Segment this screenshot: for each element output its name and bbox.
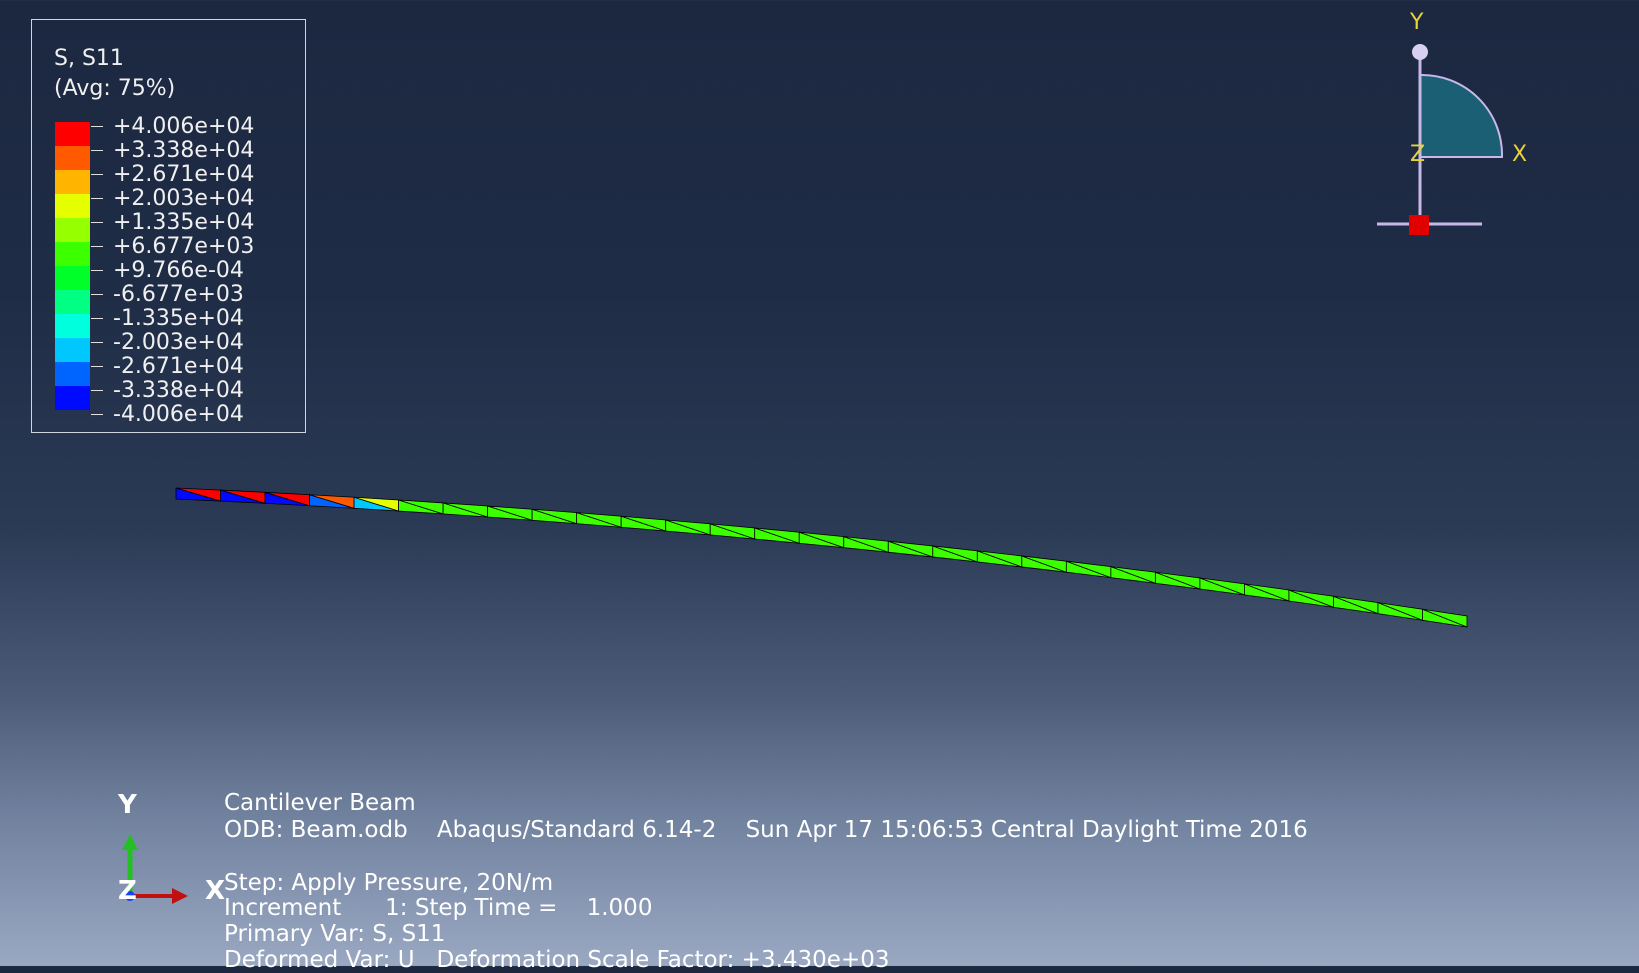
odb-info: ODB: Beam.odb Abaqus/Standard 6.14-2 Sun… xyxy=(224,817,1308,843)
legend-swatch xyxy=(55,266,90,290)
legend-value: -2.003e+04 xyxy=(113,329,244,355)
step-info: Step: Apply Pressure, 20N/m xyxy=(224,870,554,896)
legend-value: +2.003e+04 xyxy=(113,185,255,211)
legend-level-label: +9.766e-04 xyxy=(91,257,254,283)
legend-value: -3.338e+04 xyxy=(113,377,244,403)
y-arrow-head xyxy=(122,834,138,850)
legend-level-label: -6.677e+03 xyxy=(91,281,254,307)
contour-legend: S, S11 (Avg: 75%) +4.006e+04 +3.338e+04 +2… xyxy=(31,19,306,433)
x-arrow-head xyxy=(172,888,188,904)
legend-swatch xyxy=(55,362,90,386)
legend-level-label: -2.003e+04 xyxy=(91,329,254,355)
primary-var-info: Primary Var: S, S11 xyxy=(224,921,446,947)
legend-swatch xyxy=(55,314,90,338)
coordinate-triad xyxy=(122,834,188,904)
model-name: Cantilever Beam xyxy=(224,790,416,816)
legend-level-label: -3.338e+04 xyxy=(91,377,254,403)
z-axis-dot xyxy=(125,891,135,901)
legend-value: +4.006e+04 xyxy=(113,113,255,139)
view-orientation-triad[interactable] xyxy=(1377,44,1504,235)
legend-swatch xyxy=(55,194,90,218)
legend-level-label: -4.006e+04 xyxy=(91,401,254,427)
increment-info: Increment 1: Step Time = 1.000 xyxy=(224,895,653,921)
legend-value: -6.677e+03 xyxy=(113,281,244,307)
deformed-var-info: Deformed Var: U Deformation Scale Factor… xyxy=(224,947,890,973)
legend-swatch xyxy=(55,386,90,410)
legend-tick xyxy=(91,317,103,319)
legend-tick xyxy=(91,221,103,223)
legend-value: -2.671e+04 xyxy=(113,353,244,379)
view-triad-y-label: Y xyxy=(1410,10,1424,35)
legend-labels: +4.006e+04 +3.338e+04 +2.671e+04 +2.003e+04… xyxy=(91,113,255,427)
legend-tick xyxy=(91,197,103,199)
legend-tick xyxy=(91,413,103,415)
legend-tick xyxy=(91,365,103,367)
legend-tick xyxy=(91,389,103,391)
legend-tick xyxy=(91,269,103,271)
deformed-beam-mesh xyxy=(175,487,1468,628)
legend-swatch xyxy=(55,290,90,314)
beam-element-upper xyxy=(1422,608,1468,628)
view-triad-x-label: X xyxy=(1512,142,1528,167)
legend-value: +1.335e+04 xyxy=(113,209,255,235)
y-axis-node xyxy=(1412,44,1428,60)
legend-level-label: +2.671e+04 xyxy=(91,161,255,187)
legend-swatch xyxy=(55,218,90,242)
triad-x-label: X xyxy=(205,876,226,906)
legend-color-bar xyxy=(55,122,90,410)
legend-subtitle: (Avg: 75%) xyxy=(54,76,176,101)
legend-tick xyxy=(91,125,103,127)
legend-value: +3.338e+04 xyxy=(113,137,255,163)
legend-level-label: +2.003e+04 xyxy=(91,185,255,211)
legend-level-label: +1.335e+04 xyxy=(91,209,255,235)
legend-level-label: -1.335e+04 xyxy=(91,305,254,331)
legend-tick xyxy=(91,293,103,295)
legend-swatch xyxy=(55,242,90,266)
legend-value: -4.006e+04 xyxy=(113,401,244,427)
triad-y-label: Y xyxy=(118,790,137,820)
legend-tick xyxy=(91,173,103,175)
legend-tick xyxy=(91,245,103,247)
legend-tick xyxy=(91,149,103,151)
legend-value: -1.335e+04 xyxy=(113,305,244,331)
legend-value: +9.766e-04 xyxy=(113,257,244,283)
legend-tick xyxy=(91,341,103,343)
quarter-circle-shape xyxy=(1419,73,1504,158)
legend-swatch xyxy=(55,338,90,362)
legend-level-label: +4.006e+04 xyxy=(91,113,255,139)
legend-value: +6.677e+03 xyxy=(113,233,255,259)
view-triad-z-label: Z xyxy=(1410,142,1426,167)
legend-level-label: +3.338e+04 xyxy=(91,137,255,163)
legend-swatch xyxy=(55,170,90,194)
legend-swatch xyxy=(55,122,90,146)
legend-value: +2.671e+04 xyxy=(113,161,255,187)
legend-level-label: -2.671e+04 xyxy=(91,353,254,379)
legend-swatch xyxy=(55,146,90,170)
legend-title: S, S11 xyxy=(54,46,124,71)
fixed-support-marker xyxy=(1409,215,1429,235)
legend-level-label: +6.677e+03 xyxy=(91,233,255,259)
triad-z-label: Z xyxy=(118,876,137,906)
